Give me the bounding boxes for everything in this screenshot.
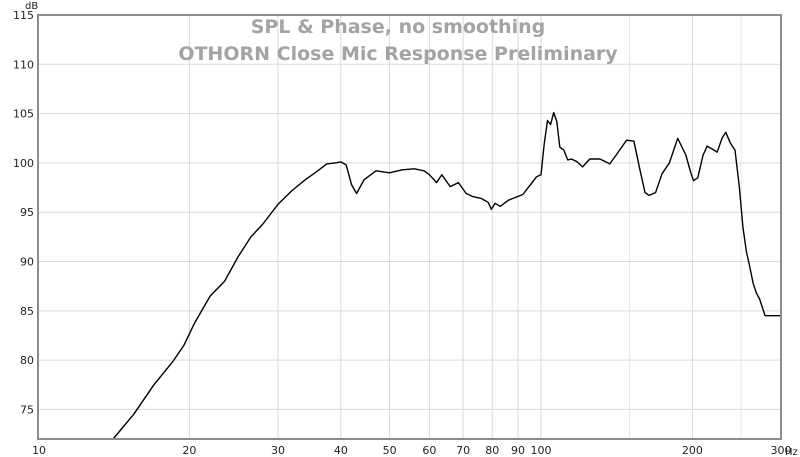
- x-tick-label: 30: [271, 444, 285, 457]
- y-tick-label: 95: [20, 206, 34, 219]
- y-unit-label: dB: [25, 1, 38, 12]
- grid: [37, 14, 782, 439]
- chart-title: SPL & Phase, no smoothing: [251, 16, 545, 38]
- x-tick-label: 100: [531, 444, 552, 457]
- x-tick-label: 60: [422, 444, 436, 457]
- series-group: [112, 111, 781, 440]
- chart-subtitle: OTHORN Close Mic Response Preliminary: [178, 43, 618, 65]
- x-unit-label: Hz: [785, 447, 798, 457]
- y-tick-label: 100: [13, 157, 34, 170]
- y-axis-labels: 75 80 85 90 95 100 105 110 115: [13, 9, 34, 416]
- x-tick-label: 80: [485, 444, 499, 457]
- x-tick-label: 50: [383, 444, 397, 457]
- y-tick-label: 105: [13, 108, 34, 121]
- y-tick-label: 90: [20, 256, 34, 269]
- y-tick-label: 80: [20, 354, 34, 367]
- x-tick-label: 90: [511, 444, 525, 457]
- x-tick-label: 300: [771, 444, 792, 457]
- y-tick-label: 110: [13, 58, 34, 71]
- x-tick-label: 70: [456, 444, 470, 457]
- y-tick-label: 75: [20, 403, 34, 416]
- x-tick-label: 20: [182, 444, 196, 457]
- y-tick-label: 115: [13, 9, 34, 22]
- x-tick-label: 10: [32, 444, 46, 457]
- x-axis-labels: 10 20 30 40 50 60 70 80 90 100 200 300: [32, 444, 792, 457]
- x-tick-label: 40: [334, 444, 348, 457]
- x-tick-label: 200: [682, 444, 703, 457]
- spl-series-line: [112, 111, 781, 440]
- y-tick-label: 85: [20, 305, 34, 318]
- plot-frame: [37, 14, 782, 440]
